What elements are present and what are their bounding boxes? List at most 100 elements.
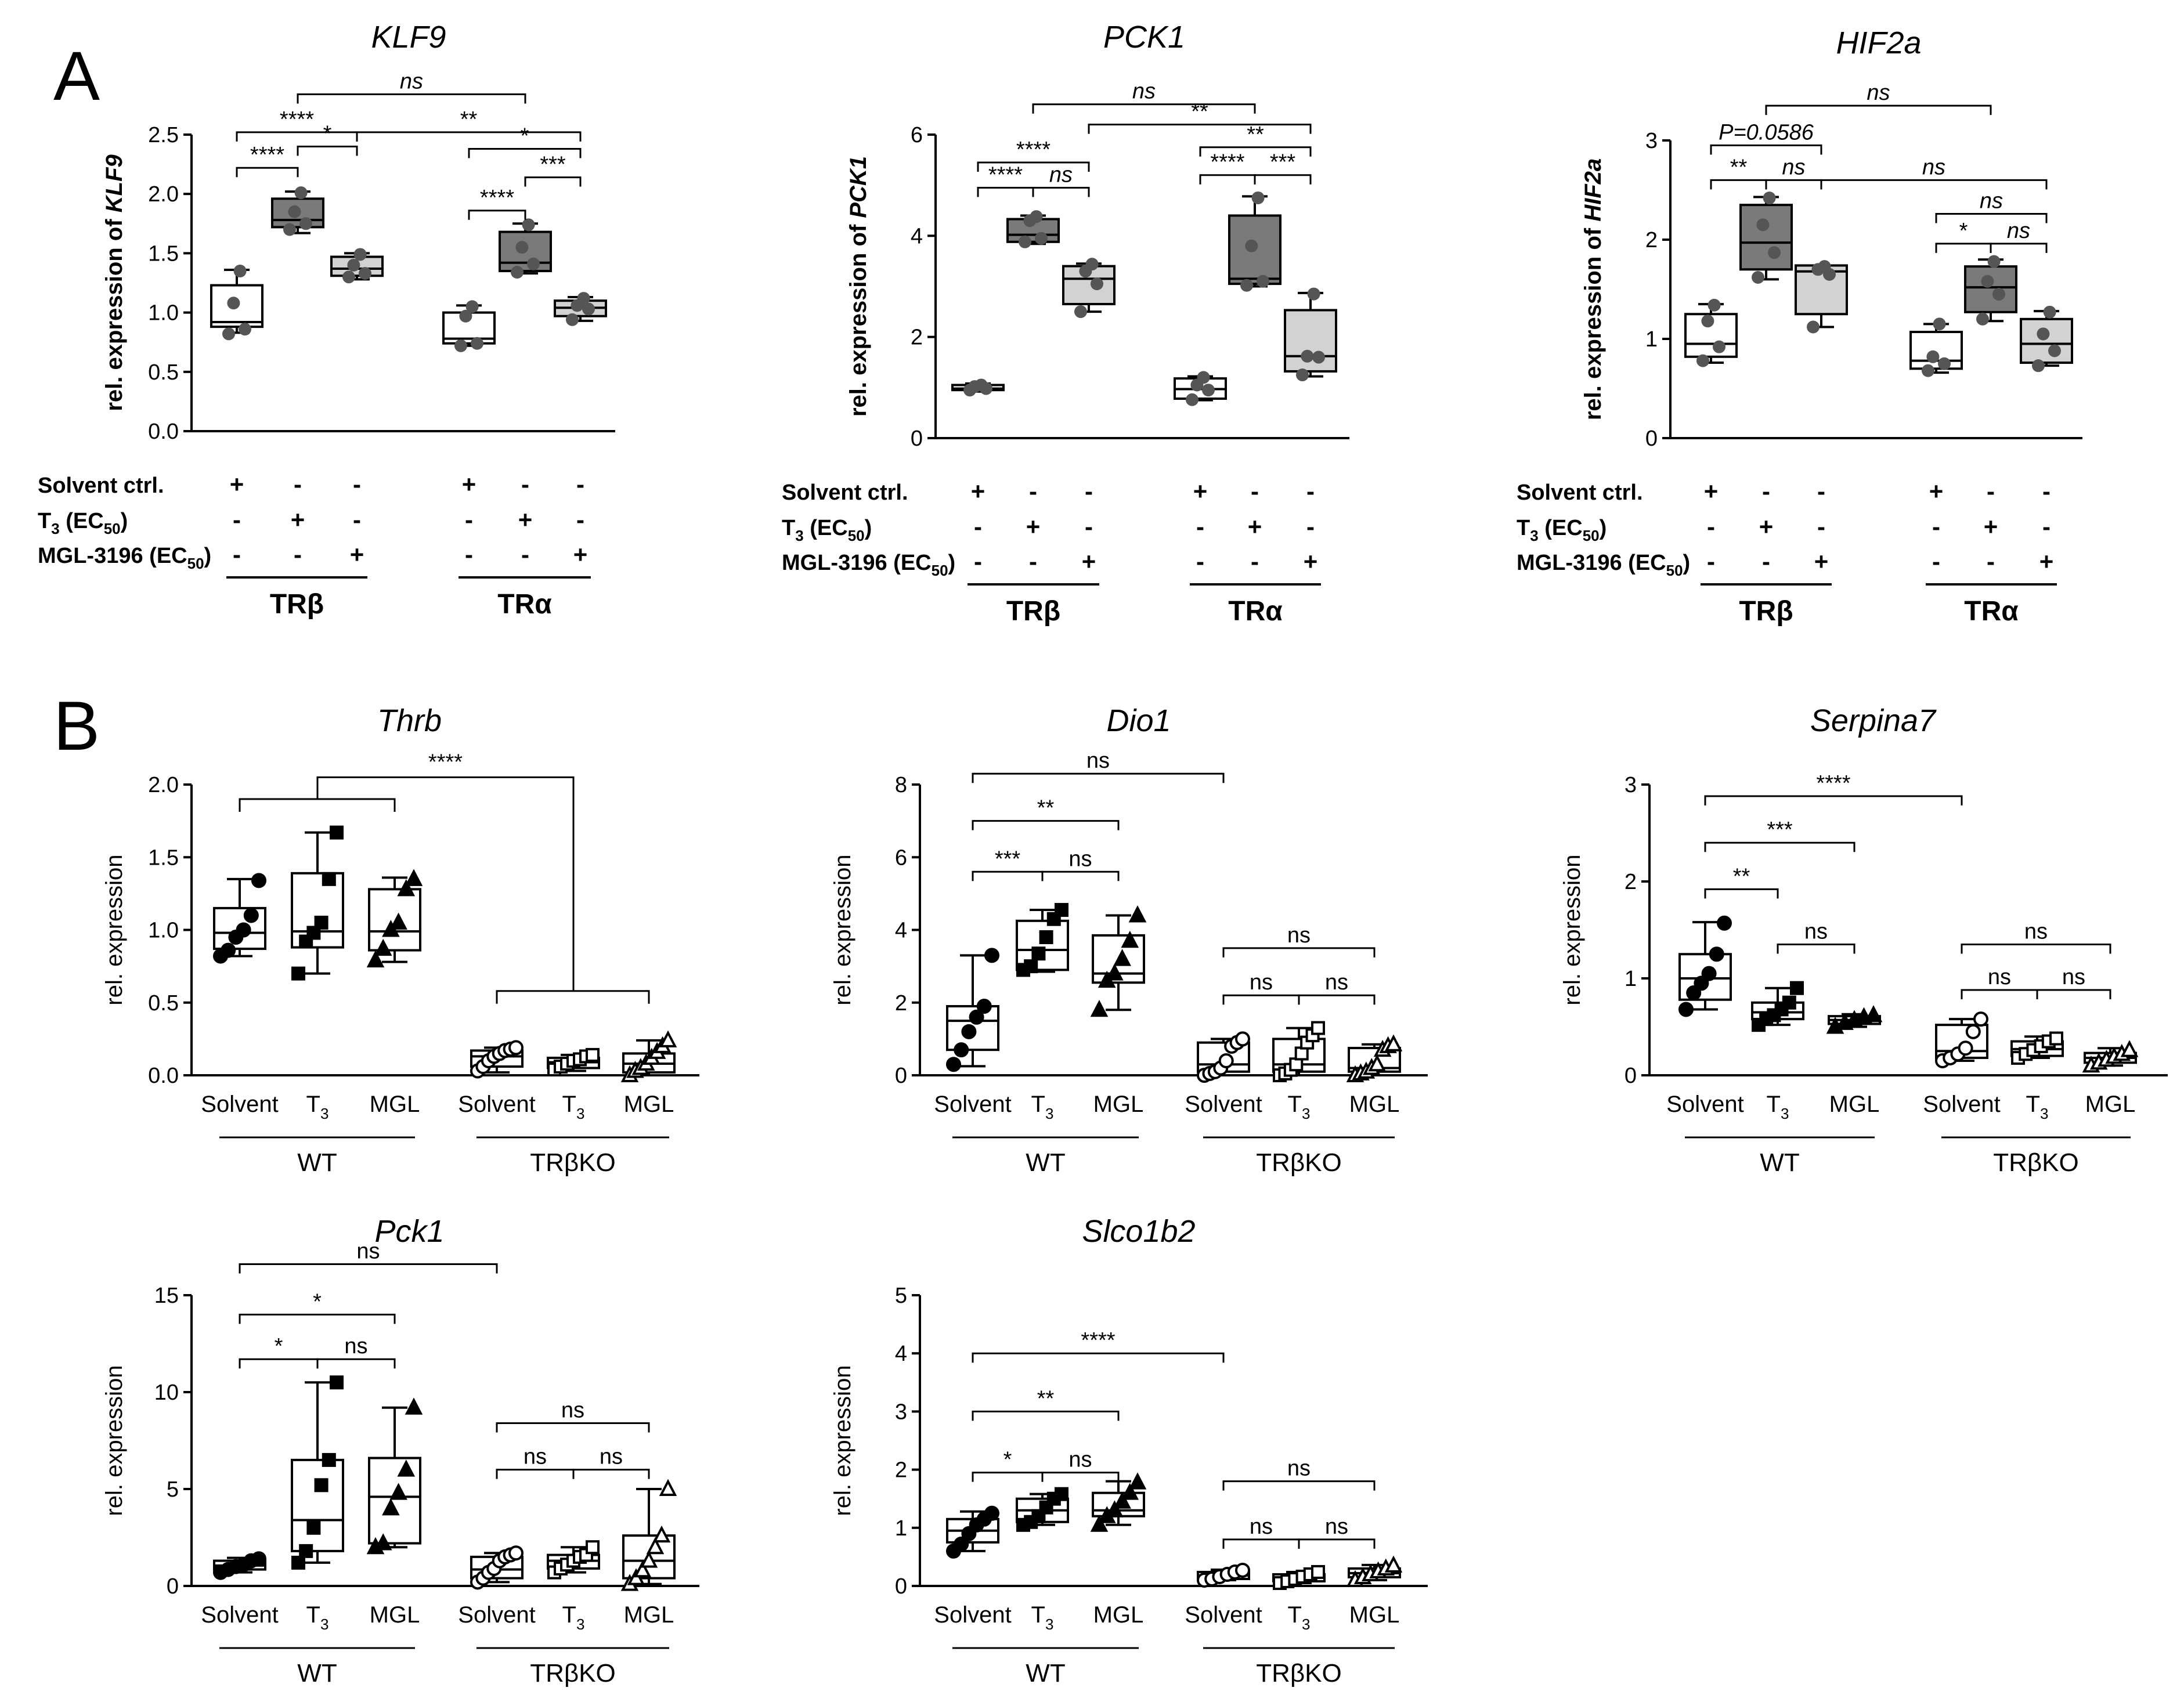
y-tick-label: 1.0 bbox=[148, 301, 179, 326]
sig-label: **** bbox=[1210, 150, 1244, 175]
box-4 bbox=[1272, 1564, 1326, 1590]
sig-label: * bbox=[323, 121, 332, 146]
chart-klf9: KLF9 0.0 0.5 1.0 1.5 2.0 2.5 rel. expression of… bbox=[38, 20, 615, 620]
data-point bbox=[659, 1030, 677, 1047]
group-label: WT bbox=[297, 1148, 337, 1177]
group-label: WT bbox=[1026, 1148, 1065, 1177]
data-point bbox=[1782, 995, 1796, 1010]
row-label-t3-close: ) bbox=[121, 509, 128, 533]
y-tick-label: 2.0 bbox=[148, 182, 179, 207]
category-label: MGL bbox=[370, 1602, 420, 1628]
y-tick-label: 4 bbox=[895, 1342, 907, 1366]
category-label-main: T bbox=[1767, 1092, 1781, 1117]
row-label-t3-sub: 3 bbox=[795, 527, 803, 544]
sig-label: **** bbox=[250, 143, 284, 167]
y-tick-label: 0 bbox=[895, 1574, 907, 1599]
sig-label: ns bbox=[1782, 155, 1805, 179]
sig-bracket-line bbox=[1704, 888, 1779, 899]
sig-bracket-line bbox=[572, 1469, 650, 1479]
sig-bracket-line bbox=[977, 187, 1034, 197]
treatment-sign: - bbox=[1085, 513, 1093, 540]
data-point bbox=[1090, 999, 1109, 1017]
data-point bbox=[1311, 1564, 1325, 1579]
treatment-sign: - bbox=[1251, 478, 1259, 505]
box-1 bbox=[1016, 903, 1069, 977]
sig-label: *** bbox=[1270, 150, 1296, 175]
sig-bracket: * bbox=[239, 1334, 319, 1369]
data-point bbox=[946, 1057, 961, 1072]
y-axis-label: rel. expression bbox=[102, 1365, 127, 1516]
sig-bracket: ns bbox=[1961, 920, 2111, 954]
y-tick-label: 0 bbox=[167, 1574, 179, 1599]
category-label-main: T bbox=[306, 1602, 320, 1628]
treatment-sign: + bbox=[1759, 513, 1774, 540]
category-label-sub: 3 bbox=[1302, 1105, 1310, 1122]
category-label-sub: 3 bbox=[1045, 1105, 1053, 1122]
sig-bracket: ** bbox=[1199, 122, 1312, 157]
sig-label: ** bbox=[1247, 122, 1264, 147]
data-point bbox=[1678, 1002, 1694, 1017]
y-axis-label-gene: PCK1 bbox=[846, 156, 871, 218]
treatment-sign: + bbox=[1026, 513, 1041, 540]
box-3 bbox=[1197, 1562, 1250, 1588]
treatment-sign: + bbox=[1082, 548, 1096, 575]
sig-label: * bbox=[1959, 219, 1968, 243]
sig-label: * bbox=[275, 1334, 283, 1358]
sig-label: ** bbox=[460, 107, 478, 132]
y-tick-label: 1.0 bbox=[148, 919, 179, 943]
group-label: TRβKO bbox=[1256, 1659, 1342, 1687]
sig-bracket: ns bbox=[1765, 81, 1992, 115]
sig-bracket-line bbox=[1935, 243, 1992, 253]
sig-label: ns bbox=[1068, 1448, 1092, 1472]
group-label: TRβ bbox=[1739, 596, 1793, 627]
sig-bracket-line bbox=[972, 870, 1044, 881]
box-1 bbox=[291, 1375, 344, 1570]
sig-bracket-line bbox=[972, 820, 1120, 830]
data-point bbox=[222, 327, 235, 341]
y-tick-label: 0.5 bbox=[148, 991, 179, 1016]
category-label-main: T bbox=[1031, 1602, 1045, 1628]
category-label: T3 bbox=[306, 1092, 329, 1122]
data-point bbox=[1763, 191, 1776, 205]
row-label-t3-ec: (EC bbox=[1539, 516, 1583, 540]
box-4 bbox=[547, 1047, 600, 1076]
chart-hif2a: HIF2a 0 1 2 3 rel. expression of HIF2a ** ns P=0… bbox=[1517, 26, 2082, 627]
sig-bracket-line bbox=[1199, 174, 1256, 185]
data-point bbox=[1312, 350, 1325, 364]
data-point bbox=[1106, 963, 1124, 981]
treatment-sign: - bbox=[1762, 478, 1770, 505]
row-label-t3-sub: 3 bbox=[51, 520, 59, 537]
y-axis-label: rel. expression of PCK1 bbox=[846, 156, 871, 417]
sig-label: ns bbox=[2062, 965, 2085, 989]
chart-title: Serpina7 bbox=[1810, 703, 1937, 738]
sig-label: * bbox=[313, 1289, 322, 1314]
data-point bbox=[314, 1478, 328, 1493]
box-3 bbox=[1174, 371, 1227, 406]
data-point bbox=[374, 938, 392, 956]
row-label-solvent: Solvent ctrl. bbox=[38, 474, 164, 498]
data-point bbox=[1701, 315, 1714, 328]
row-label-mgl-sub: 50 bbox=[187, 555, 204, 572]
category-label: T3 bbox=[1031, 1092, 1054, 1122]
group-label: TRα bbox=[1964, 596, 2019, 627]
category-label: MGL bbox=[1349, 1602, 1400, 1628]
category-label: MGL bbox=[370, 1092, 420, 1117]
treatment-sign: + bbox=[1193, 478, 1208, 505]
data-point bbox=[1713, 340, 1725, 353]
category-label: Solvent bbox=[1923, 1092, 2000, 1117]
data-point bbox=[291, 966, 305, 981]
sig-bracket-line bbox=[1298, 994, 1376, 1005]
treatment-sign: + bbox=[350, 541, 364, 568]
box-5 bbox=[620, 1479, 677, 1591]
sig-label: **** bbox=[1081, 1328, 1115, 1353]
sig-label: ns bbox=[1068, 847, 1092, 871]
sig-group-line bbox=[496, 990, 650, 1004]
sig-bracket: ns bbox=[1222, 1515, 1300, 1549]
sig-label: ns bbox=[400, 70, 423, 94]
category-label-sub: 3 bbox=[1302, 1616, 1310, 1633]
chart-title: PCK1 bbox=[1103, 20, 1185, 55]
data-point bbox=[347, 258, 360, 272]
sig-bracket-line bbox=[1710, 179, 1767, 190]
data-point bbox=[1752, 270, 1764, 284]
